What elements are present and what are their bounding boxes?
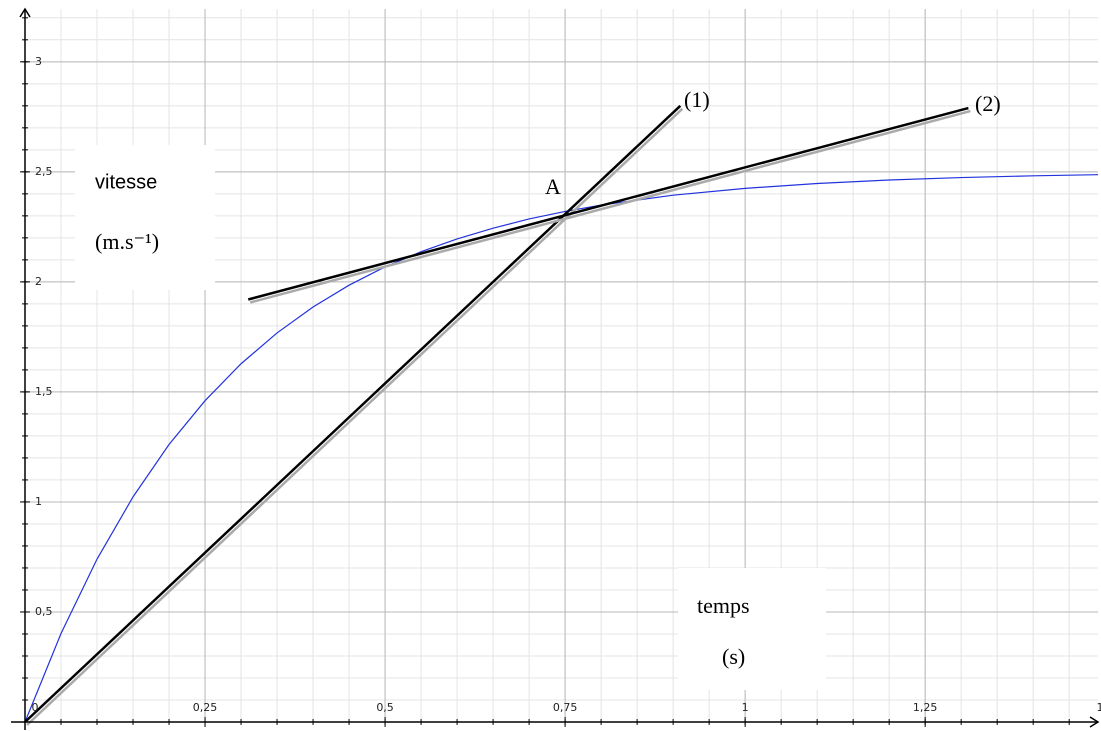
- x-axis-arrow: [1089, 716, 1100, 728]
- point-label: A: [545, 174, 561, 199]
- y-tick-label: 1,5: [35, 385, 53, 398]
- axes: 0 0,25 0,5 0,75 1 1,25 1,5 0,5 1 1,5 2 2,5 3: [11, 7, 1101, 730]
- x-axis-unit: (s): [722, 644, 745, 669]
- y-tick-label: 3: [35, 55, 42, 68]
- x-tick-label: 0,5: [376, 701, 394, 714]
- label-box: [678, 568, 826, 690]
- label-box: [75, 145, 215, 290]
- y-axis-label: vitesse: [95, 171, 157, 193]
- curve: [24, 174, 1099, 723]
- x-tick-label: 0,25: [193, 701, 218, 714]
- line-label: (2): [975, 91, 1001, 116]
- straight-line: [247, 106, 969, 301]
- x-tick-label: 1,5: [1096, 701, 1101, 714]
- line-shadow: [26, 107, 684, 726]
- line-label: (1): [684, 87, 710, 112]
- x-tick-label: 1: [742, 701, 749, 714]
- line-shadow: [249, 109, 971, 304]
- x-tick-label: 0,75: [553, 701, 578, 714]
- y-axis-unit: (m.s⁻¹): [95, 229, 159, 254]
- y-axis-arrow: [19, 7, 31, 18]
- straight-line: [24, 104, 682, 723]
- plot: [24, 104, 1099, 726]
- y-tick-label: 2,5: [35, 165, 53, 178]
- y-tick-label: 2: [35, 275, 42, 288]
- x-tick-label: 1,25: [913, 701, 938, 714]
- y-tick-label: 0,5: [35, 605, 53, 618]
- x-axis-label: temps: [697, 593, 750, 618]
- x-tick-label: 0: [32, 701, 39, 714]
- y-tick-label: 1: [35, 495, 42, 508]
